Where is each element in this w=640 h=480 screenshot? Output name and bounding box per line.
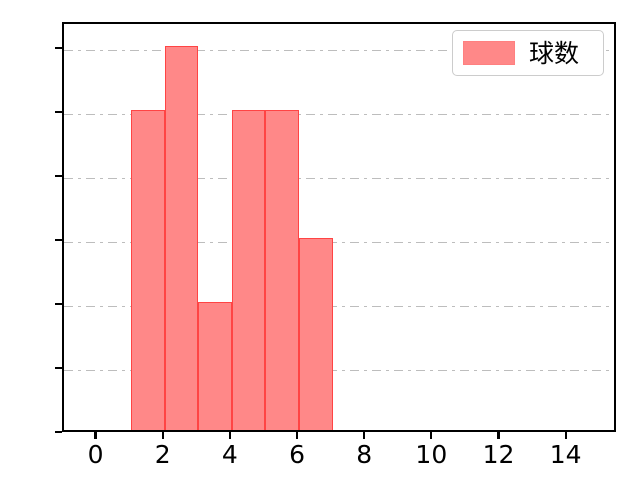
x-tick-mark-8 xyxy=(363,432,366,439)
gridline-y-4 xyxy=(64,177,614,180)
y-tick-mark-4 xyxy=(55,174,62,177)
legend-label-球数: 球数 xyxy=(529,38,580,68)
x-tick-label-8: 8 xyxy=(356,440,373,469)
x-tick-label-0: 0 xyxy=(87,440,104,469)
y-tick-mark-2 xyxy=(55,302,62,305)
y-tick-mark-0 xyxy=(55,430,62,434)
y-tick-mark-6 xyxy=(55,46,62,49)
x-tick-label-14: 14 xyxy=(549,440,582,469)
gridline-y-3 xyxy=(64,241,614,244)
y-tick-mark-5 xyxy=(55,110,62,113)
x-tick-mark-2 xyxy=(161,432,164,439)
bar xyxy=(231,109,266,430)
bar xyxy=(131,109,165,430)
bar xyxy=(164,45,199,430)
x-tick-label-2: 2 xyxy=(154,440,171,469)
chart-legend: 球数 xyxy=(452,30,604,76)
bar xyxy=(299,237,333,430)
x-tick-mark-10 xyxy=(430,432,433,439)
x-tick-label-4: 4 xyxy=(221,440,238,469)
x-tick-mark-4 xyxy=(228,432,231,439)
x-tick-label-6: 6 xyxy=(289,440,305,469)
x-tick-mark-14 xyxy=(564,432,567,439)
x-tick-label-12: 12 xyxy=(482,440,515,469)
x-tick-label-10: 10 xyxy=(415,440,448,469)
y-tick-mark-1 xyxy=(55,366,62,370)
gridline-y-1 xyxy=(64,369,614,372)
gridline-y-5 xyxy=(64,113,614,116)
legend-swatch-球数 xyxy=(463,41,515,65)
plot-area xyxy=(62,22,616,432)
gridline-y-6 xyxy=(64,49,614,52)
gridline-y-2 xyxy=(64,305,614,308)
x-tick-mark-6 xyxy=(295,432,299,439)
bar xyxy=(198,301,232,430)
x-tick-mark-12 xyxy=(497,432,500,439)
y-tick-mark-3 xyxy=(55,238,62,241)
x-tick-mark-0 xyxy=(94,432,97,439)
bar xyxy=(265,109,300,430)
